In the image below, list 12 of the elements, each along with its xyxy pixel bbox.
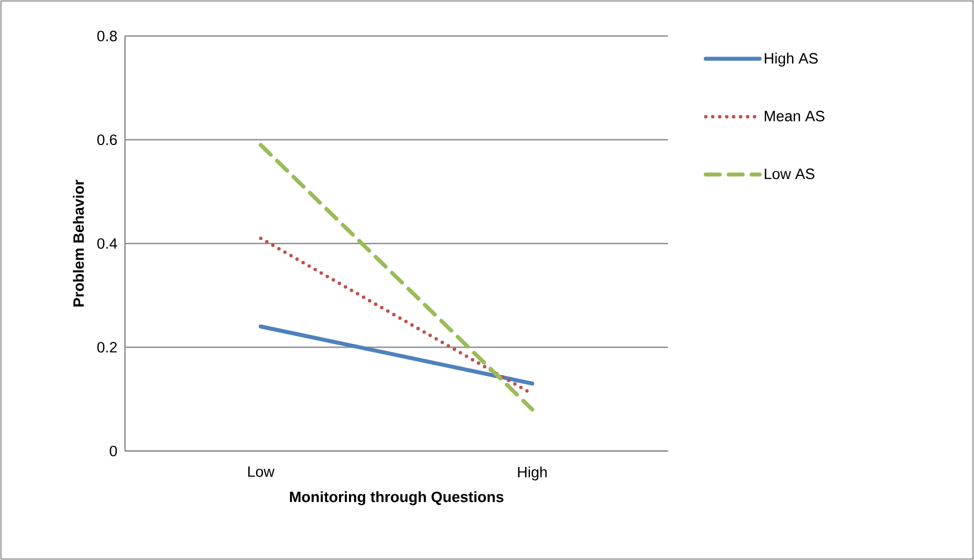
y-tick-label: 0.4 [97, 238, 118, 249]
legend-label: Low AS [764, 168, 814, 180]
y-axis-title: Problem Behavior [72, 180, 84, 306]
y-tick-label: 0.6 [97, 134, 117, 146]
y-tick-label: 0.8 [97, 30, 117, 42]
legend-label: High AS [764, 52, 818, 67]
x-tick-label: High [518, 466, 547, 480]
x-axis-title: Monitoring through Questions [290, 491, 504, 506]
legend-label: Mean AS [764, 110, 824, 122]
y-tick-label: 0.2 [97, 342, 117, 353]
y-tick-label: 0 [110, 446, 117, 456]
x-tick-label: Low [248, 466, 274, 477]
